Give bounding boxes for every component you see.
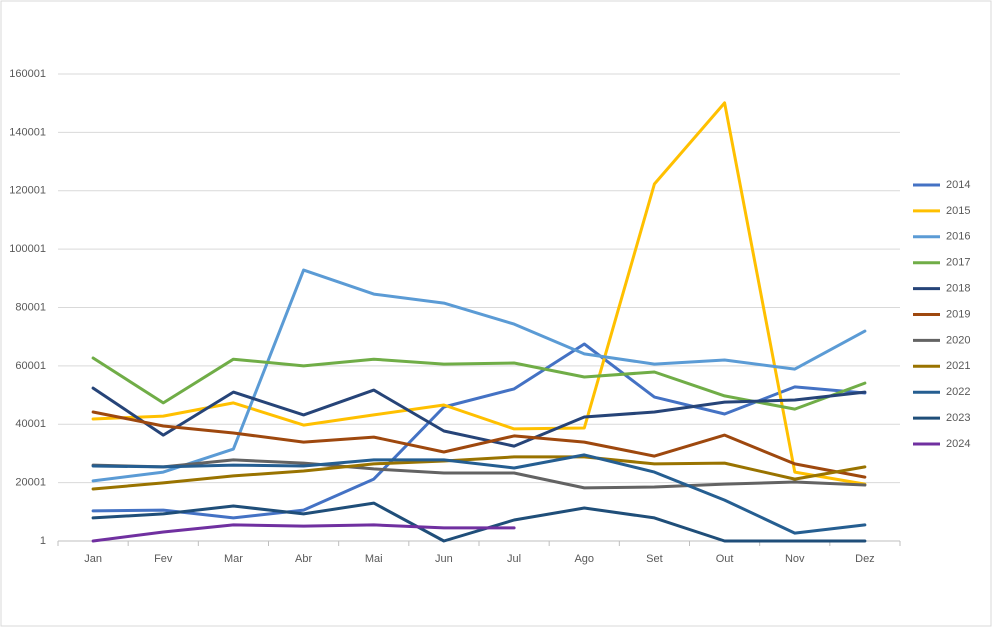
series-line	[91, 410, 867, 479]
x-tick-label: Dez	[855, 553, 875, 565]
x-tick-label: Mai	[365, 553, 383, 565]
series-line	[91, 101, 867, 486]
legend-label: 2023	[946, 412, 970, 424]
x-tick-label: Out	[716, 553, 734, 565]
legend-label: 2021	[946, 360, 970, 372]
legend-label: 2016	[946, 231, 970, 243]
x-tick-label: Fev	[154, 553, 173, 565]
series-line	[91, 268, 867, 483]
x-tick-label: Jul	[507, 553, 521, 565]
x-tick-label: Abr	[295, 553, 312, 565]
y-tick-label: 120001	[9, 185, 46, 197]
series-line	[91, 453, 867, 535]
x-tick-label: Mar	[224, 553, 243, 565]
x-tick-label: Ago	[574, 553, 594, 565]
y-tick-label: 20001	[15, 477, 46, 489]
y-tick-label: 60001	[15, 360, 46, 372]
series-line	[91, 501, 867, 543]
y-tick-label: 1	[40, 535, 46, 547]
y-tick-label: 80001	[15, 301, 46, 313]
legend-label: 2018	[946, 283, 970, 295]
x-tick-label: Set	[646, 553, 663, 565]
x-tick-label: Jan	[84, 553, 102, 565]
legend-label: 2017	[946, 257, 970, 269]
series-line	[91, 386, 867, 448]
y-tick-label: 160001	[9, 68, 46, 80]
series-line	[91, 356, 867, 411]
y-tick-label: 40001	[15, 418, 46, 430]
legend-label: 2014	[946, 179, 970, 191]
y-tick-label: 140001	[9, 126, 46, 138]
series-line	[91, 458, 867, 490]
x-tick-label: Jun	[435, 553, 453, 565]
legend-label: 2020	[946, 334, 970, 346]
legend-label: 2019	[946, 308, 970, 320]
series-line	[91, 455, 867, 491]
series-line	[91, 523, 516, 543]
legend-label: 2015	[946, 205, 970, 217]
x-tick-label: Nov	[785, 553, 805, 565]
legend-label: 2024	[946, 438, 970, 450]
series-line	[91, 342, 867, 520]
y-tick-label: 100001	[9, 243, 46, 255]
legend-label: 2022	[946, 386, 970, 398]
